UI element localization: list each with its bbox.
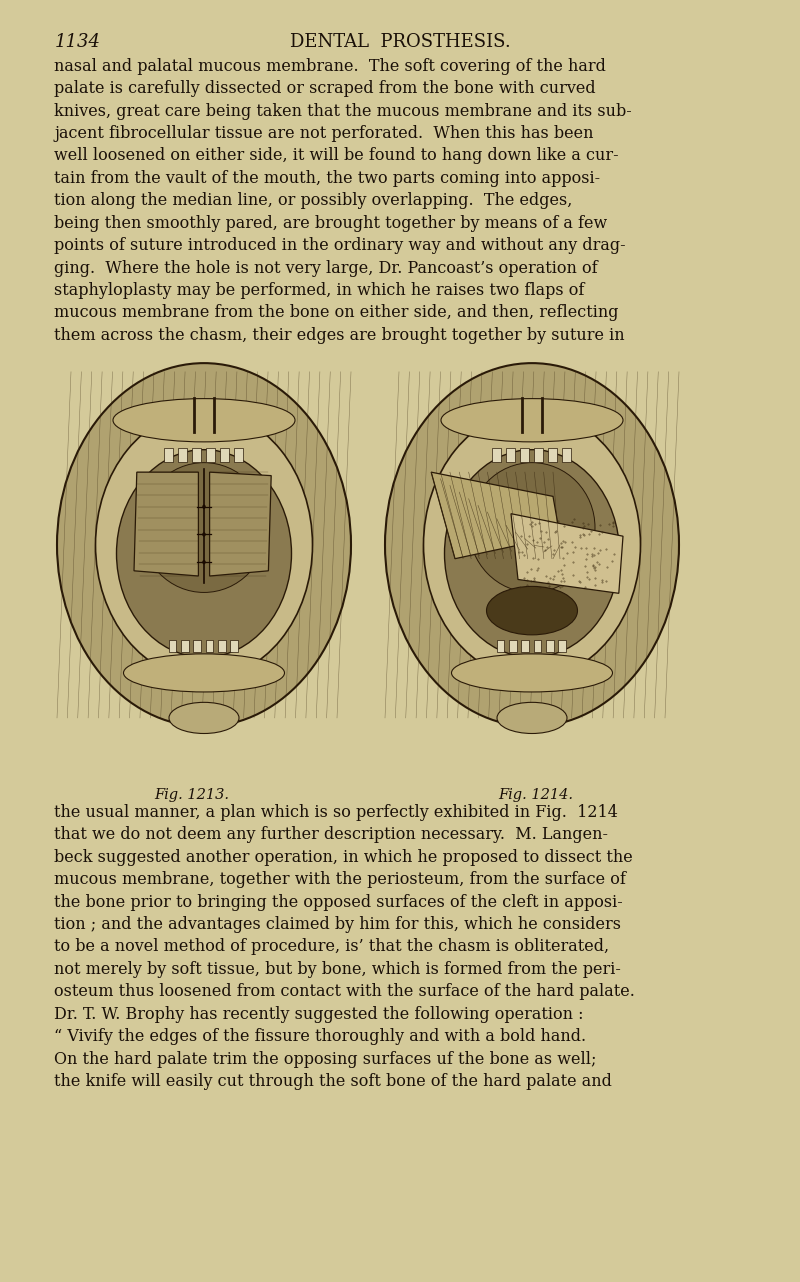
Ellipse shape: [202, 532, 206, 537]
Ellipse shape: [469, 463, 595, 592]
Text: tion ; and the advantages claimed by him for this, which he considers: tion ; and the advantages claimed by him…: [54, 915, 622, 933]
Text: DENTAL  PROSTHESIS.: DENTAL PROSTHESIS.: [290, 33, 510, 51]
Bar: [492, 447, 501, 462]
Bar: [497, 640, 504, 653]
Ellipse shape: [423, 410, 641, 679]
Text: points of suture introduced in the ordinary way and without any drag-: points of suture introduced in the ordin…: [54, 237, 626, 254]
Polygon shape: [210, 472, 271, 576]
Text: On the hard palate trim the opposing surfaces uf the bone as well;: On the hard palate trim the opposing sur…: [54, 1051, 597, 1068]
Text: tain from the vault of the mouth, the two parts coming into apposi-: tain from the vault of the mouth, the tw…: [54, 169, 601, 187]
Text: not merely by soft tissue, but by bone, which is formed from the peri-: not merely by soft tissue, but by bone, …: [54, 962, 622, 978]
Bar: [506, 447, 514, 462]
Bar: [169, 640, 176, 653]
Bar: [534, 640, 542, 653]
Bar: [194, 640, 201, 653]
Text: mucous membrane, together with the periosteum, from the surface of: mucous membrane, together with the perio…: [54, 872, 626, 888]
Text: “ Vivify the edges of the fissure thoroughly and with a bold hand.: “ Vivify the edges of the fissure thorou…: [54, 1028, 586, 1045]
Bar: [178, 447, 186, 462]
Text: palate is carefully dissected or scraped from the bone with curved: palate is carefully dissected or scraped…: [54, 79, 596, 97]
Ellipse shape: [441, 399, 623, 442]
Ellipse shape: [202, 560, 206, 564]
Bar: [206, 640, 214, 653]
Ellipse shape: [141, 463, 267, 592]
Bar: [558, 640, 566, 653]
Text: staphyloplasty may be performed, in which he raises two flaps of: staphyloplasty may be performed, in whic…: [54, 282, 585, 299]
Bar: [206, 447, 214, 462]
Ellipse shape: [113, 399, 295, 442]
Text: the bone prior to bringing the opposed surfaces of the cleft in apposi-: the bone prior to bringing the opposed s…: [54, 894, 623, 910]
Bar: [220, 447, 229, 462]
Text: the usual manner, a plan which is so perfectly exhibited in Fig.  1214: the usual manner, a plan which is so per…: [54, 804, 618, 820]
Bar: [534, 447, 542, 462]
Bar: [218, 640, 226, 653]
Text: the knife will easily cut through the soft bone of the hard palate and: the knife will easily cut through the so…: [54, 1073, 612, 1090]
Polygon shape: [511, 514, 623, 594]
Text: Fig. 1214.: Fig. 1214.: [498, 788, 574, 803]
Text: beck suggested another operation, in which he proposed to dissect the: beck suggested another operation, in whi…: [54, 849, 633, 865]
Bar: [230, 640, 238, 653]
Ellipse shape: [486, 586, 578, 635]
Text: mucous membrane from the bone on either side, and then, reflecting: mucous membrane from the bone on either …: [54, 305, 619, 322]
Bar: [234, 447, 242, 462]
Ellipse shape: [57, 363, 351, 727]
Bar: [509, 640, 517, 653]
Ellipse shape: [445, 450, 619, 658]
Text: nasal and palatal mucous membrane.  The soft covering of the hard: nasal and palatal mucous membrane. The s…: [54, 58, 606, 74]
Bar: [562, 447, 570, 462]
Text: knives, great care being taken that the mucous membrane and its sub-: knives, great care being taken that the …: [54, 103, 632, 119]
Bar: [192, 447, 201, 462]
Polygon shape: [431, 472, 560, 559]
Text: Fig. 1213.: Fig. 1213.: [154, 788, 230, 803]
Text: being then smoothly pared, are brought together by means of a few: being then smoothly pared, are brought t…: [54, 215, 608, 232]
Text: them across the chasm, their edges are brought together by suture in: them across the chasm, their edges are b…: [54, 327, 625, 344]
Ellipse shape: [451, 654, 613, 692]
Bar: [546, 640, 554, 653]
Ellipse shape: [497, 703, 567, 733]
Text: well loosened on either side, it will be found to hang down like a cur-: well loosened on either side, it will be…: [54, 147, 619, 164]
Bar: [548, 447, 557, 462]
Text: to be a novel method of procedure, is’ that the chasm is obliterated,: to be a novel method of procedure, is’ t…: [54, 938, 610, 955]
Text: ging.  Where the hole is not very large, Dr. Pancoast’s operation of: ging. Where the hole is not very large, …: [54, 260, 598, 277]
Ellipse shape: [117, 450, 291, 658]
Text: tion along the median line, or possibly overlapping.  The edges,: tion along the median line, or possibly …: [54, 192, 573, 209]
Text: 1134: 1134: [54, 33, 101, 51]
Ellipse shape: [95, 410, 313, 679]
Ellipse shape: [169, 703, 239, 733]
Polygon shape: [134, 472, 198, 576]
Text: Dr. T. W. Brophy has recently suggested the following operation :: Dr. T. W. Brophy has recently suggested …: [54, 1005, 584, 1023]
Ellipse shape: [123, 654, 285, 692]
Bar: [181, 640, 189, 653]
Bar: [522, 640, 529, 653]
Text: jacent fibrocellular tissue are not perforated.  When this has been: jacent fibrocellular tissue are not perf…: [54, 126, 594, 142]
Ellipse shape: [202, 505, 206, 509]
Text: that we do not deem any further description necessary.  M. Langen-: that we do not deem any further descript…: [54, 827, 608, 844]
Bar: [520, 447, 529, 462]
Bar: [164, 447, 173, 462]
Text: osteum thus loosened from contact with the surface of the hard palate.: osteum thus loosened from contact with t…: [54, 983, 635, 1000]
Ellipse shape: [385, 363, 679, 727]
